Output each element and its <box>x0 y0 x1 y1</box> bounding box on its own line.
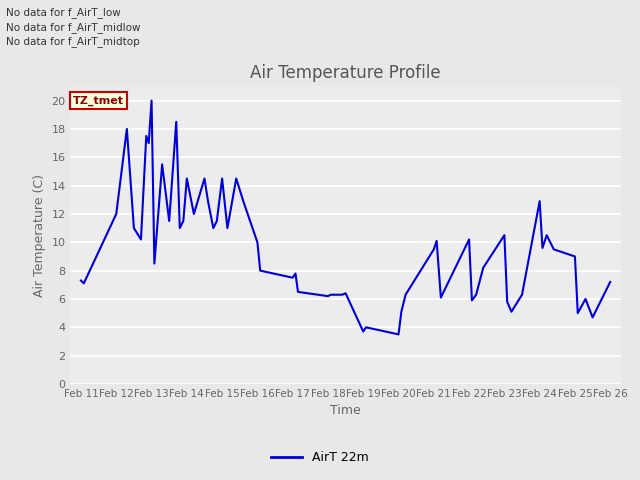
Legend: AirT 22m: AirT 22m <box>266 446 374 469</box>
Text: No data for f_AirT_midtop: No data for f_AirT_midtop <box>6 36 140 47</box>
X-axis label: Time: Time <box>330 405 361 418</box>
Title: Air Temperature Profile: Air Temperature Profile <box>250 64 441 82</box>
Y-axis label: Air Temperature (C): Air Temperature (C) <box>33 174 46 297</box>
Text: No data for f_AirT_midlow: No data for f_AirT_midlow <box>6 22 141 33</box>
Text: No data for f_AirT_low: No data for f_AirT_low <box>6 7 121 18</box>
Text: TZ_tmet: TZ_tmet <box>73 96 124 106</box>
